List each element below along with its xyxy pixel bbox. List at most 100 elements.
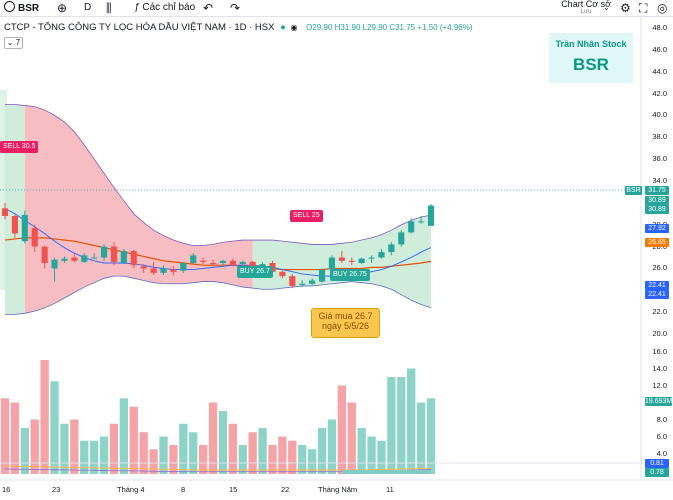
symbol-search-button[interactable]: BSR [4, 1, 39, 15]
candle [309, 278, 316, 285]
indicators-button[interactable]: ƒ Các chỉ báo [134, 1, 195, 15]
price-axis-label: 22.0 [652, 307, 667, 317]
volume-bar [119, 398, 129, 474]
volume-bar [357, 428, 366, 474]
candle [91, 253, 98, 259]
brand-name: Trần Nhân Stock [555, 39, 627, 49]
chart-layout-title: Chart Cơ sở [561, 0, 611, 9]
ohlc-low: L29.90 [362, 23, 388, 32]
redo-icon[interactable]: ↷ [230, 1, 241, 15]
chart-type-icon[interactable]: ⫼ [106, 1, 112, 15]
x-label-8: 8 [181, 485, 186, 494]
volume-bar [208, 402, 218, 474]
candle-body [388, 244, 395, 253]
candle [338, 250, 345, 263]
chevron-down-icon[interactable]: ⌄ [603, 3, 610, 12]
volume-bar [149, 449, 158, 474]
buy-signal-2[interactable]: BUY 26.75 [330, 269, 370, 281]
candle [11, 213, 18, 238]
legend-count: 7 [15, 38, 21, 47]
candle-body [51, 259, 58, 269]
volume-axis-label: 12.0 [652, 380, 667, 390]
ohlc-values: O29.90 H31.90 L29.90 C31.75 +1.50 (+4.96… [306, 23, 472, 32]
candle [328, 255, 336, 271]
interval-button[interactable]: D [84, 2, 92, 13]
candle [61, 256, 68, 263]
x-label-23: 23 [52, 485, 61, 494]
candle [209, 259, 217, 267]
ohlc-open: O29.90 [306, 23, 333, 32]
volume-bar [80, 440, 89, 474]
volume-bar [288, 440, 297, 474]
buy-signal-1[interactable]: BUY 26.7 [237, 266, 273, 278]
candle-body [110, 246, 118, 262]
bb-lower-badge-1: 22.41 [645, 281, 669, 290]
volume-bar [407, 368, 416, 474]
compare-add-icon[interactable]: ⊕ [57, 1, 68, 15]
brand-watermark: Trần Nhân Stock BSR [549, 33, 633, 83]
volume-bar [99, 436, 109, 474]
candle [190, 253, 197, 265]
ohlc-close: C31.75 [389, 23, 416, 32]
candle [21, 210, 28, 244]
candle-body [61, 258, 68, 261]
candle-body [229, 260, 236, 266]
candle [279, 270, 286, 279]
candle-body [408, 221, 415, 233]
volume-bar [426, 398, 436, 474]
volume-bar [198, 445, 208, 474]
sell-signal-2[interactable]: SELL 25 [290, 210, 323, 222]
chart-layout-button[interactable]: Chart Cơ sở Lưu [561, 0, 611, 16]
candle-body [249, 261, 256, 268]
eye-icon[interactable]: ◉ [290, 23, 298, 32]
volume-bar [327, 419, 337, 474]
last-price-badge: 31.75 [645, 186, 669, 195]
candle [100, 244, 108, 261]
price-axis-label: 26.0 [652, 263, 667, 273]
candle-body [368, 257, 375, 259]
candle [318, 268, 326, 283]
candle [120, 248, 127, 265]
volume-bar [278, 436, 287, 474]
candle [140, 264, 147, 273]
volume-bar [298, 445, 307, 474]
camera-icon[interactable]: ◎ [657, 1, 668, 15]
price-axis-label: 44.0 [652, 66, 667, 76]
candle [418, 215, 425, 224]
volume-bar [307, 449, 317, 474]
price-axis-label: 38.0 [652, 132, 667, 142]
candle [71, 254, 78, 262]
candle [219, 259, 227, 266]
volume-axis-label: 8.0 [656, 414, 667, 424]
volume-axis-label: 14.0 [652, 363, 667, 373]
bb-lower-badge-2: 22.41 [645, 290, 669, 299]
fullscreen-icon[interactable]: ⛶ [639, 1, 648, 15]
candle-body [259, 264, 266, 268]
candle [51, 257, 58, 282]
oscillator-badge-1: 0.81 [645, 459, 669, 468]
candle-body [239, 261, 246, 265]
volume-axis-label: 16.0 [652, 346, 667, 356]
volume-bar [0, 398, 10, 474]
candle-body [358, 258, 365, 263]
legend-collapse-button[interactable]: ⌄ 7 [4, 37, 23, 49]
candle [41, 245, 48, 269]
candle [31, 224, 38, 253]
candle-body [11, 215, 18, 234]
search-icon [4, 1, 15, 12]
volume-bar [40, 360, 49, 474]
candle-body [140, 266, 147, 269]
bb-upper-badge-1: 30.89 [645, 196, 669, 205]
candle [289, 273, 296, 289]
sell-signal-1[interactable]: SELL 30.5 [0, 141, 39, 153]
oscillator-pane [0, 462, 641, 474]
buy-note-callout[interactable]: Giá mua 26.7 ngày 5/5/26 [311, 308, 380, 338]
undo-icon[interactable]: ↶ [203, 1, 214, 15]
ma-blue-badge: 27.92 [645, 224, 669, 233]
volume-badge: 19.693M [645, 397, 673, 406]
candle-body [81, 255, 88, 262]
candle [398, 230, 405, 247]
gear-icon[interactable]: ⚙ [620, 1, 631, 15]
volume-bar [218, 411, 228, 474]
